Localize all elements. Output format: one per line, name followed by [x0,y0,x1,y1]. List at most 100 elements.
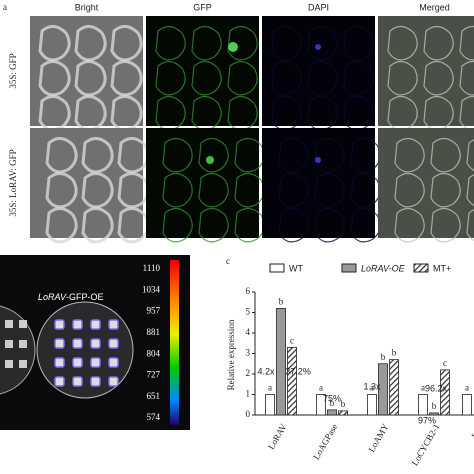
legend-label: LoRAV-OE [361,263,406,273]
bar [338,410,348,416]
significance-letter: b [381,352,386,362]
scale-label: 1110 [143,263,161,273]
x-tick-label: LoCYCB2-1 [410,422,442,467]
leaf-disc [72,376,83,387]
cell-outline [387,60,418,96]
x-tick-label: LoAGPase [311,422,339,461]
annotation: 1.3x [363,381,381,391]
cell-outline [38,25,71,62]
scale-label: 651 [147,391,161,401]
leaf-disc [54,376,65,387]
bar [367,394,377,416]
annotation: 4.2x [257,366,275,376]
bar [378,363,388,416]
significance-letter: c [443,358,447,368]
cell-outline [271,25,302,61]
cell-outline [343,25,374,61]
leaf-disc [5,340,13,348]
cell-outline [110,60,143,97]
bar [327,409,337,416]
cell-outline [198,172,229,208]
cell-outline [155,60,186,96]
bar [440,369,450,416]
cell-outline [459,25,474,61]
cell-outline [74,60,107,97]
annotation: 37.2% [285,366,311,376]
annotation: 75% [323,393,341,403]
cell-outline [191,60,222,96]
cell-outline [38,60,71,97]
column-title: Merged [419,2,450,12]
bar [462,394,472,416]
row-title: 35S: GFP [8,53,18,88]
nucleus [315,44,321,50]
scale-label: 727 [147,370,161,380]
bar [418,394,428,416]
cell-outline [162,172,193,208]
title-italic: LoRAV [38,292,67,302]
column-title: DAPI [308,2,329,12]
significance-letter: b [279,296,284,306]
significance-letter: b [392,348,397,358]
cell-outline [278,207,309,243]
leaf-disc [19,360,27,368]
cell-outline [162,207,193,243]
y-tick-label: 6 [246,286,251,296]
y-tick-label: 5 [246,307,251,317]
leaf-disc [72,357,83,368]
cell-outline [430,172,461,208]
micrograph [146,16,259,126]
dish [0,305,36,395]
leaf-disc [72,319,83,330]
cell-outline [423,25,454,61]
cell-outline [307,25,338,61]
cell-outline [227,25,258,61]
x-tick-label: LoRAV [266,422,289,452]
y-tick-label: 1 [246,389,251,399]
leaf-disc [72,338,83,349]
bar [316,394,326,416]
leaf-disc [108,376,119,387]
legend-label: WT [289,263,303,273]
y-tick-label: 3 [246,348,251,358]
y-tick-label: 2 [246,368,251,378]
panel-label: a [3,2,7,12]
cell-outline [459,60,474,96]
significance-letter: c [290,335,294,345]
significance-letter: a [319,383,323,393]
leaf-disc [54,357,65,368]
bar [287,346,297,416]
leaf-disc [108,338,119,349]
y-axis-title: Relative expression [226,319,236,390]
scale-label: 574 [147,412,161,422]
legend-swatch [341,263,357,273]
y-tick-label: 4 [246,327,251,337]
bar [389,359,399,416]
cell-outline [278,172,309,208]
significance-letter: b [330,398,335,408]
cell-outline [394,137,425,173]
leaf-disc [19,340,27,348]
scale-label: 957 [147,306,161,316]
legend-swatch [269,263,285,273]
annotation: 96.2x [425,383,448,393]
significance-letter: a [370,383,374,393]
significance-letter: a [465,383,469,393]
leaf-disc [5,360,13,368]
cell-outline [430,207,461,243]
cell-outline [74,25,107,62]
cell-outline [191,25,222,61]
scale-label: 881 [147,327,161,337]
cell-outline [314,137,345,173]
significance-letter: a [268,383,272,393]
cell-outline [198,207,229,243]
cell-outline [387,25,418,61]
x-tick-label: LoAMY [366,422,390,454]
nucleus [228,42,238,52]
cell-outline [81,137,114,174]
cell-outline [314,172,345,208]
cell-outline [162,137,193,173]
cell-outline [81,172,114,209]
scale-label: 1034 [142,284,161,294]
